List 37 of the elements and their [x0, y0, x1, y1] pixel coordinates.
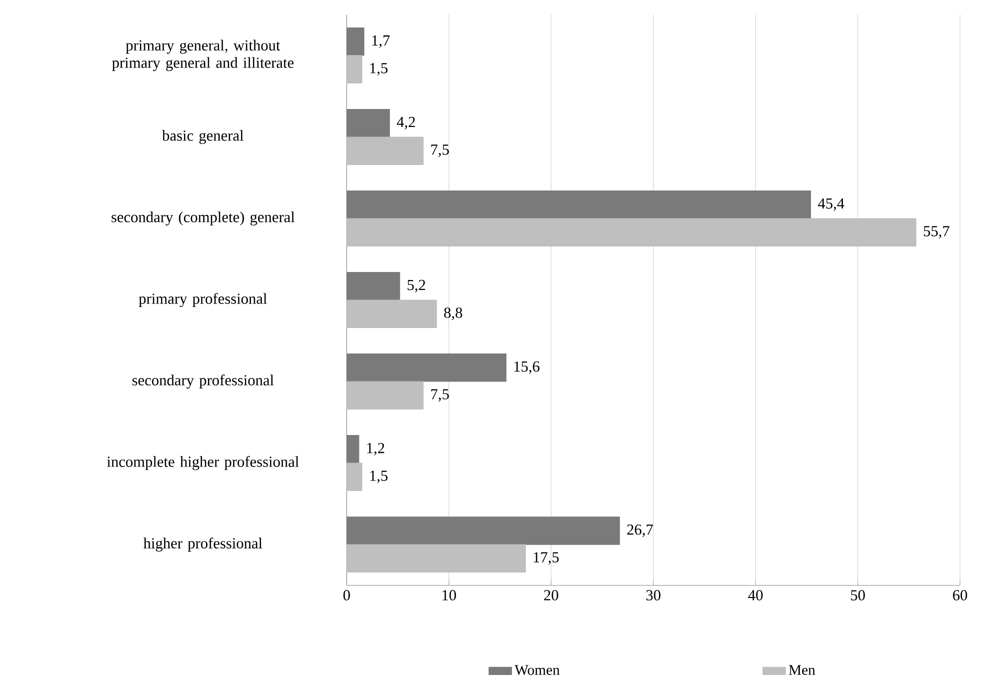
legend-label: Women [514, 665, 560, 675]
x-tick-label: 20 [544, 590, 558, 600]
y-tick-label: higher professional [143, 538, 262, 552]
data-label: 7,5 [431, 144, 449, 158]
y-tick-label: secondary professional [132, 374, 274, 389]
x-tick-label: 50 [851, 590, 865, 600]
bar [346, 544, 526, 573]
x-tick-label: 30 [646, 590, 660, 600]
data-label: 17,5 [534, 552, 559, 565]
x-tick-label: 60 [952, 590, 968, 600]
data-label: 15,6 [514, 361, 540, 374]
bar [346, 462, 362, 492]
data-label: 5,2 [408, 280, 426, 292]
data-label: 1,2 [367, 442, 384, 456]
y-tick-label: incomplete higher professional [107, 456, 299, 470]
y-tick-label: primary general, without primary general and illiterate [112, 40, 294, 72]
data-label: 55,7 [924, 226, 950, 239]
legend-label: Men [788, 665, 816, 675]
data-label: 1,7 [372, 35, 390, 48]
bar [346, 218, 916, 246]
data-label: 1,5 [370, 63, 388, 76]
x-tick-label: 10 [442, 590, 456, 600]
y-tick-label: secondary (complete) general [112, 212, 295, 226]
y-tick-label: basic general [162, 130, 244, 144]
bar [346, 136, 424, 165]
x-tick-label: 0 [343, 590, 350, 600]
data-label: 4,2 [396, 116, 415, 130]
x-tick-label: 40 [748, 590, 763, 600]
bar [346, 381, 424, 410]
data-label: 8,8 [444, 308, 462, 320]
bar [346, 55, 362, 84]
data-label: 45,4 [818, 198, 844, 211]
y-tick-label: primary professional [138, 292, 267, 308]
data-label: 26,7 [627, 524, 653, 537]
data-label: 1,5 [370, 470, 388, 484]
bar [346, 300, 437, 328]
data-label: 7,5 [431, 389, 449, 402]
